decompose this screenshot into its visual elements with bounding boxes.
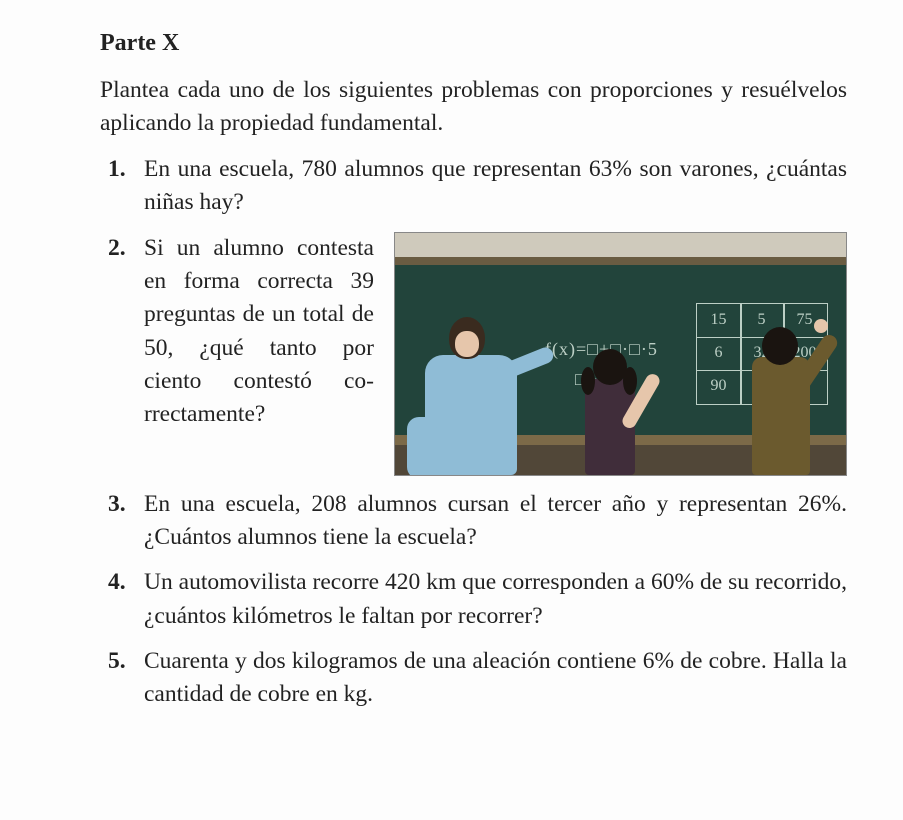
textbook-page: Parte X Plantea cada uno de los siguient… (0, 0, 903, 820)
problem-1: En una escuela, 780 alumnos que represen… (144, 153, 847, 220)
problem-text: Cuarenta y dos kilogramos de una aleació… (144, 648, 847, 707)
problem-2-row: Si un alumno con­testa en forma co­rrect… (144, 232, 847, 476)
problem-list: En una escuela, 780 alumnos que represen… (100, 153, 847, 712)
problem-text: En una escuela, 208 alumnos cursan el te… (144, 491, 847, 550)
problem-4: Un automovilista recorre 420 km que corr… (144, 566, 847, 633)
teacher-figure (405, 317, 525, 475)
section-intro: Plantea cada uno de los siguientes probl… (100, 74, 847, 141)
student-figure (726, 327, 826, 475)
problem-2: Si un alumno con­testa en forma co­rrect… (144, 232, 847, 476)
problem-3: En una escuela, 208 alumnos cursan el te… (144, 488, 847, 555)
student-figure (565, 349, 655, 475)
problem-5: Cuarenta y dos kilogramos de una aleació… (144, 645, 847, 712)
problem-text: Un automovilista recorre 420 km que corr… (144, 569, 847, 628)
classroom-photo: f(x)=□+□·□·5 □+□+□ 15 5 75 6 32 200 90 (394, 232, 847, 476)
section-title: Parte X (100, 26, 847, 60)
problem-text: Si un alumno con­testa en forma co­rrect… (144, 232, 374, 432)
problem-text: En una escuela, 780 alumnos que represen… (144, 156, 847, 215)
